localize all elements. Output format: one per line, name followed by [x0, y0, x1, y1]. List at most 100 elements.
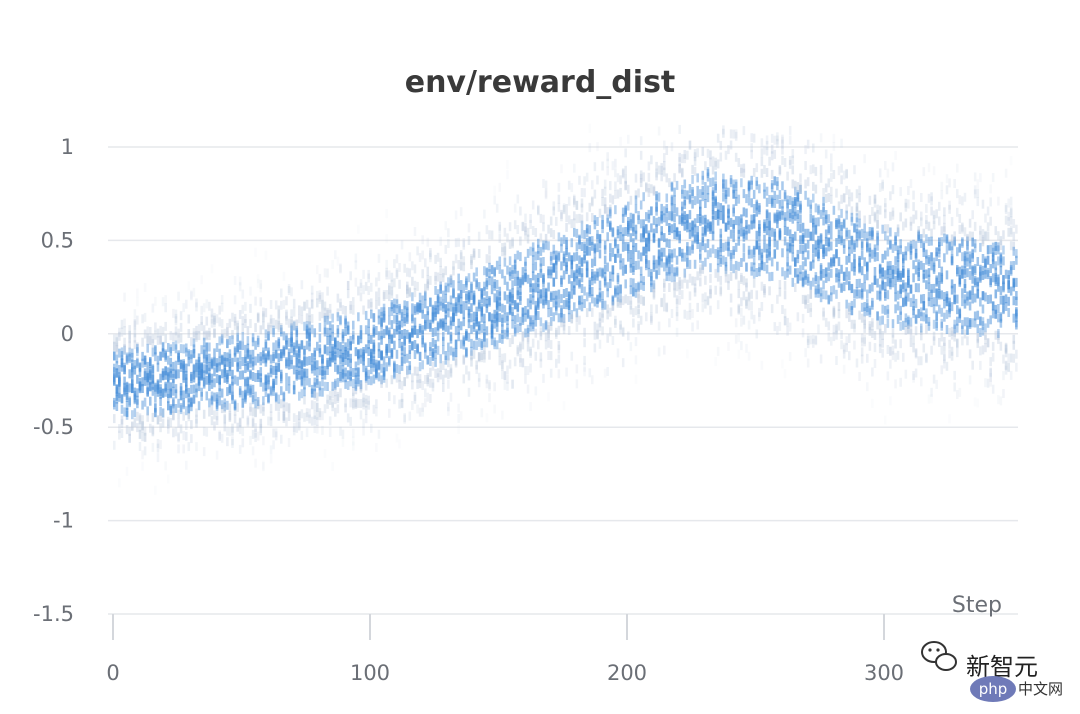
heatmap-cell	[596, 233, 599, 243]
heatmap-cell	[125, 466, 129, 476]
heatmap-cell	[999, 258, 1003, 268]
heatmap-cell	[534, 251, 538, 261]
x-ticks: 0 100 200 300	[106, 614, 904, 685]
heatmap-cell	[154, 352, 157, 362]
heatmap-cell	[904, 282, 908, 292]
heatmap-cell	[228, 384, 232, 394]
heatmap-cell	[734, 189, 738, 199]
heatmap-cell	[989, 294, 992, 304]
heatmap-cell	[562, 401, 566, 411]
heatmap-cell	[388, 315, 391, 325]
heatmap-cell	[850, 244, 854, 254]
heatmap-cell	[539, 233, 543, 243]
heatmap-cell	[573, 211, 576, 221]
heatmap-cell	[362, 397, 365, 407]
heatmap-cell	[300, 340, 304, 350]
heatmap-cell	[1009, 241, 1013, 251]
heatmap-cell	[768, 195, 771, 204]
heatmap-cell	[711, 191, 715, 201]
heatmap-cell	[781, 199, 784, 209]
heatmap-cell	[323, 315, 327, 325]
heatmap-cell	[426, 377, 430, 387]
heatmap-cell	[156, 335, 160, 345]
heatmap-cell	[436, 345, 440, 355]
heatmap-cell	[310, 364, 314, 374]
heatmap-cell	[853, 340, 856, 350]
heatmap-cell	[123, 376, 126, 386]
heatmap-cell	[714, 211, 717, 220]
heatmap-cell	[352, 400, 355, 410]
heatmap-cell	[429, 342, 432, 352]
heatmap-cell	[511, 312, 514, 322]
heatmap-cell	[321, 387, 324, 397]
heatmap-cell	[645, 212, 648, 222]
heatmap-cell	[364, 310, 368, 320]
heatmap-cell	[429, 347, 432, 356]
heatmap-cell	[557, 232, 561, 242]
heatmap-cell	[652, 185, 656, 195]
heatmap-cell	[534, 386, 538, 396]
heatmap-cell	[909, 179, 913, 188]
heatmap-cell	[565, 237, 568, 247]
heatmap-cell	[185, 421, 188, 430]
heatmap-cell	[768, 286, 771, 296]
heatmap-cell	[226, 339, 229, 348]
heatmap-cell	[529, 322, 532, 332]
heatmap-cell	[544, 289, 548, 298]
heatmap-cell	[213, 328, 216, 338]
heatmap-cell	[973, 311, 977, 321]
heatmap-cell	[238, 350, 242, 360]
heatmap-cell	[716, 133, 720, 143]
heatmap-cell	[886, 371, 890, 381]
heatmap-cell	[832, 285, 836, 295]
heatmap-cell	[722, 173, 725, 183]
heatmap-cell	[950, 326, 954, 336]
heatmap-cell	[958, 214, 962, 223]
heatmap-cell	[943, 354, 946, 364]
heatmap-cell	[842, 364, 846, 374]
heatmap-cell	[382, 313, 386, 323]
heatmap-cell	[1002, 303, 1005, 313]
heatmap-cell	[884, 270, 887, 280]
heatmap-cell	[868, 231, 872, 241]
heatmap-cell	[398, 379, 401, 389]
heatmap-cell	[745, 262, 748, 272]
heatmap-cell	[418, 253, 422, 262]
heatmap-cell	[1002, 389, 1005, 398]
heatmap-cell	[567, 305, 571, 315]
heatmap-cell	[537, 206, 540, 216]
heatmap-cell	[711, 231, 715, 241]
heatmap-cell	[208, 342, 211, 352]
heatmap-cell	[159, 373, 162, 383]
heatmap-cell	[778, 321, 782, 331]
heatmap-cell	[611, 296, 615, 306]
heatmap-cell	[722, 214, 725, 224]
heatmap-cell	[912, 202, 915, 212]
heatmap-cell	[580, 220, 584, 230]
heatmap-cell	[603, 255, 607, 265]
heatmap-cell	[729, 229, 733, 239]
heatmap-cell	[251, 446, 255, 456]
heatmap-cell	[436, 294, 440, 304]
heatmap-cell	[439, 319, 442, 329]
heatmap-cell	[238, 282, 242, 292]
heatmap-cell	[871, 231, 874, 241]
heatmap-cell	[565, 288, 568, 297]
heatmap-cell	[848, 189, 851, 199]
heatmap-cell	[768, 220, 771, 230]
heatmap-cell	[925, 249, 928, 259]
heatmap-cell	[884, 231, 887, 241]
heatmap-cell	[588, 143, 592, 153]
heatmap-cell	[896, 301, 900, 311]
heatmap-cell	[202, 447, 206, 457]
heatmap-cell	[773, 190, 777, 200]
heatmap-cell	[262, 396, 265, 406]
heatmap-cell	[498, 233, 502, 243]
heatmap-cell	[480, 323, 484, 333]
heatmap-cell	[673, 230, 676, 240]
heatmap-cell	[264, 329, 268, 339]
heatmap-cell	[267, 380, 270, 390]
heatmap-cell	[382, 365, 386, 375]
heatmap-cell	[202, 354, 206, 364]
heatmap-cell	[701, 260, 705, 270]
